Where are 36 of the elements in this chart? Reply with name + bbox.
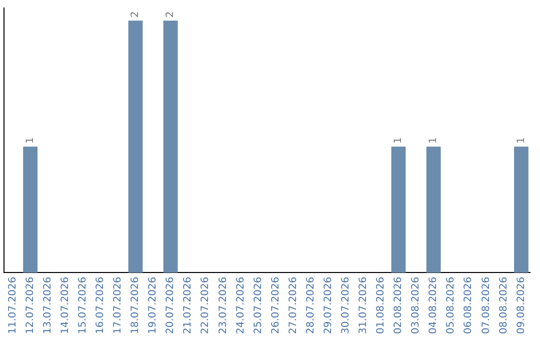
x-tick-label: 12.07.2026 [24,276,36,334]
x-tick-label: 01.08.2026 [376,276,387,334]
data-label: 2 [130,11,142,18]
x-tick-label: 30.07.2026 [340,276,352,334]
x-tick-label: 15.07.2026 [77,276,88,334]
x-tick-label: 20.07.2026 [165,276,176,334]
x-tick-label: 29.07.2026 [322,276,334,334]
x-tick-label: 17.07.2026 [112,276,124,334]
x-tick-label: 08.08.2026 [498,276,510,334]
x-tick-label: 05.08.2026 [446,276,457,334]
x-tick-label: 13.07.2026 [42,276,54,334]
x-tick-label: 22.07.2026 [200,276,212,334]
data-label: 2 [165,11,176,18]
data-label: 1 [24,137,36,144]
x-tick-label: 27.07.2026 [288,276,299,334]
x-tick-label: 28.07.2026 [305,276,316,334]
x-tick-label: 09.08.2026 [516,276,527,334]
x-tick-label: 03.08.2026 [410,276,422,334]
x-tick-label: 16.07.2026 [95,276,106,334]
x-tick-label: 23.07.2026 [218,276,229,334]
x-tick-label: 18.07.2026 [130,276,142,334]
data-label: 1 [393,137,404,144]
data-label: 1 [516,137,527,144]
x-tick-label: 21.07.2026 [182,276,194,334]
x-tick-label: 04.08.2026 [428,276,440,334]
x-tick-label: 14.07.2026 [60,276,71,334]
x-tick-label: 02.08.2026 [393,276,404,334]
x-tick-label: 06.08.2026 [463,276,474,334]
x-tick-label: 07.08.2026 [480,276,492,334]
x-tick-label: 31.07.2026 [358,276,370,334]
x-tick-label: 26.07.2026 [270,276,282,334]
x-tick-label: 24.07.2026 [235,276,246,334]
x-tick-label: 19.07.2026 [148,276,159,334]
x-tick-label: 25.07.2026 [252,276,264,334]
data-label: 1 [428,137,440,144]
x-tick-label: 11.07.2026 [7,276,18,334]
